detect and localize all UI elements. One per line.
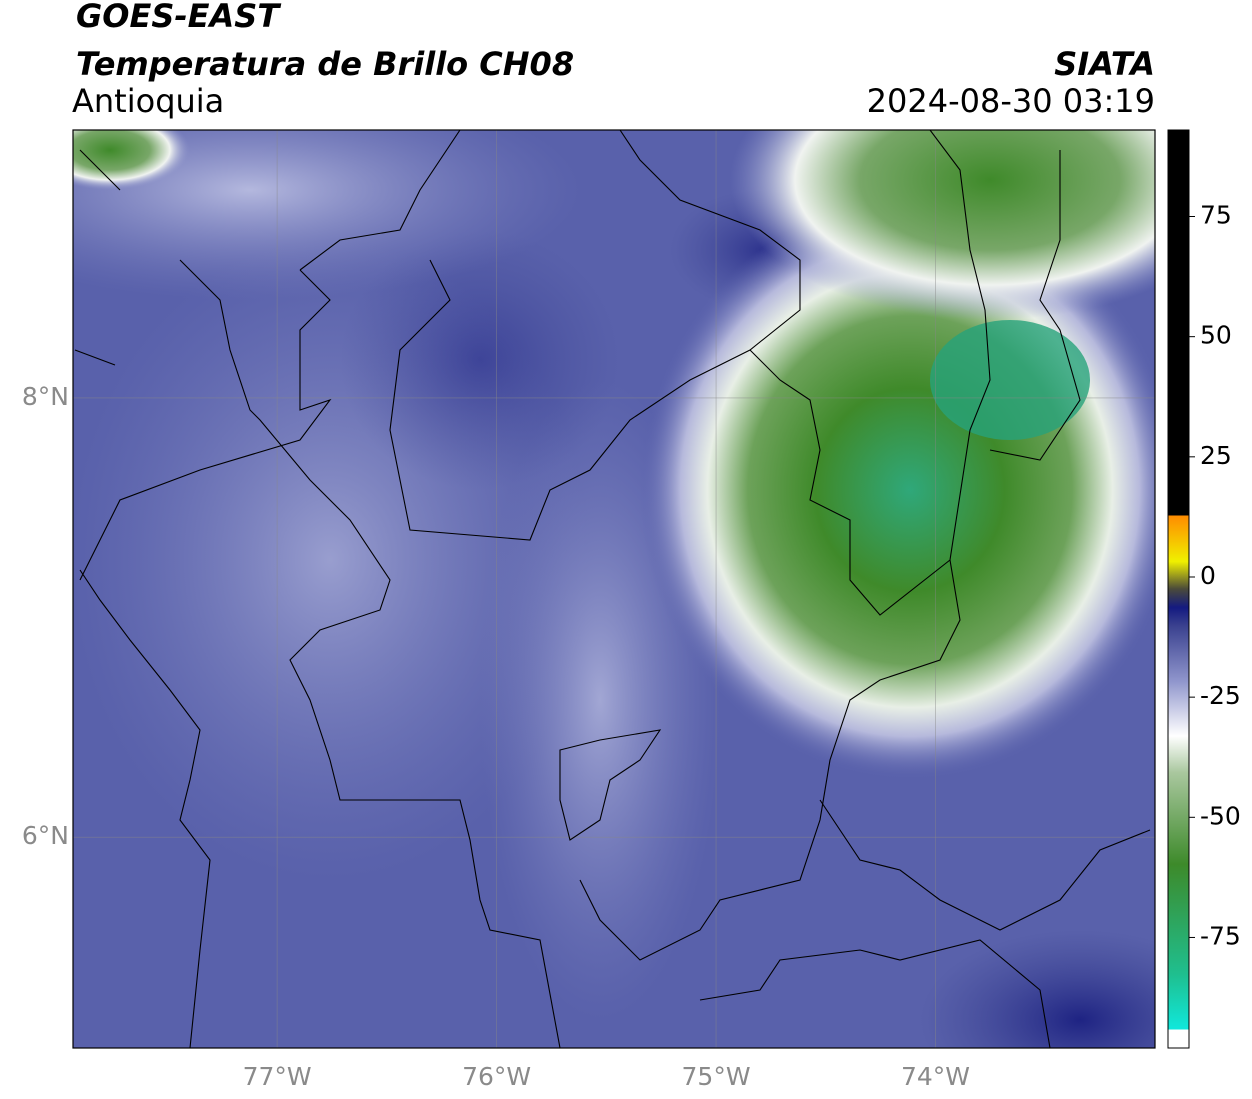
subtitle: Temperatura de Brillo CH08 — [76, 45, 574, 83]
x-tick-label: 74°W — [901, 1062, 970, 1091]
colorbar-tick-label: 25 — [1200, 441, 1232, 470]
region: Antioquia — [72, 82, 224, 120]
colorbar — [1167, 129, 1190, 1049]
y-tick-label: 8°N — [22, 382, 69, 411]
colorbar-tick-label: -25 — [1200, 681, 1241, 710]
colorbar-tick-label: 0 — [1200, 561, 1216, 590]
title: GOES-EAST — [76, 0, 281, 35]
colorbar-tick-label: -75 — [1200, 921, 1241, 950]
graticule — [73, 130, 1155, 1048]
colorbar-tick-label: -50 — [1200, 801, 1241, 830]
colorbar-tick-label: 50 — [1200, 321, 1232, 350]
map-image — [73, 130, 1155, 1048]
borders — [74, 130, 1151, 1048]
colorbar-tick-label: 75 — [1200, 201, 1232, 230]
x-tick-label: 77°W — [243, 1062, 312, 1091]
x-tick-label: 76°W — [462, 1062, 531, 1091]
y-tick-label: 6°N — [22, 821, 69, 850]
x-tick-label: 75°W — [682, 1062, 751, 1091]
source: SIATA — [1054, 45, 1155, 83]
timestamp: 2024-08-30 03:19 — [867, 82, 1155, 120]
map-frame — [72, 129, 1156, 1049]
